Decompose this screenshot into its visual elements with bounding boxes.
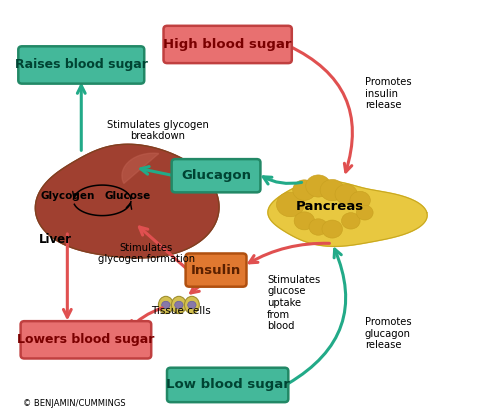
- Circle shape: [293, 180, 316, 200]
- Circle shape: [175, 301, 183, 309]
- Text: Promotes
insulin
release: Promotes insulin release: [365, 77, 411, 110]
- Text: Promotes
glucagon
release: Promotes glucagon release: [365, 317, 411, 350]
- FancyBboxPatch shape: [21, 321, 151, 358]
- Text: Raises blood sugar: Raises blood sugar: [15, 59, 148, 71]
- Circle shape: [350, 191, 371, 209]
- Text: Lowers blood sugar: Lowers blood sugar: [17, 333, 155, 347]
- Ellipse shape: [184, 297, 199, 313]
- FancyBboxPatch shape: [172, 159, 261, 192]
- FancyBboxPatch shape: [164, 26, 292, 63]
- Ellipse shape: [171, 297, 186, 313]
- Text: Pancreas: Pancreas: [296, 200, 364, 213]
- FancyBboxPatch shape: [167, 368, 288, 402]
- Text: High blood sugar: High blood sugar: [163, 38, 292, 51]
- FancyBboxPatch shape: [18, 46, 144, 84]
- Circle shape: [188, 301, 196, 309]
- Circle shape: [309, 219, 327, 235]
- Text: Glycogen: Glycogen: [40, 191, 95, 201]
- Text: Low blood sugar: Low blood sugar: [166, 378, 289, 392]
- Text: Stimulates
glucose
uptake
from
blood: Stimulates glucose uptake from blood: [267, 275, 321, 331]
- Polygon shape: [268, 181, 427, 247]
- Circle shape: [341, 213, 360, 229]
- Circle shape: [294, 212, 314, 230]
- Circle shape: [322, 220, 342, 238]
- Text: Glucagon: Glucagon: [181, 169, 251, 182]
- Ellipse shape: [158, 297, 173, 313]
- Circle shape: [306, 175, 331, 197]
- Circle shape: [162, 301, 170, 309]
- Polygon shape: [122, 153, 159, 183]
- Text: Tissue cells: Tissue cells: [151, 306, 211, 316]
- Circle shape: [356, 205, 373, 220]
- Text: Liver: Liver: [39, 233, 72, 246]
- Text: © BENJAMIN/CUMMINGS: © BENJAMIN/CUMMINGS: [23, 399, 126, 408]
- Text: Glucose: Glucose: [105, 191, 151, 201]
- Circle shape: [276, 192, 304, 217]
- Text: Stimulates
glycogen formation: Stimulates glycogen formation: [98, 243, 195, 264]
- Polygon shape: [36, 144, 219, 258]
- FancyBboxPatch shape: [186, 254, 247, 287]
- Circle shape: [320, 179, 344, 201]
- Circle shape: [335, 184, 357, 204]
- Text: Insulin: Insulin: [191, 263, 241, 277]
- Text: Stimulates glycogen
breakdown: Stimulates glycogen breakdown: [107, 120, 209, 141]
